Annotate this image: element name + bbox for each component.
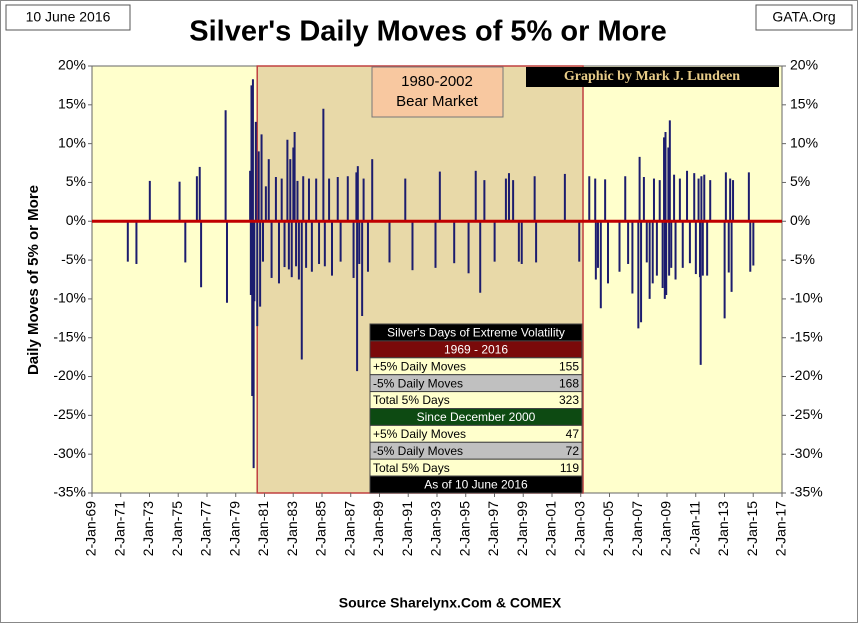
bear-market-box <box>371 66 504 118</box>
y2-tick-label: -30% <box>790 445 823 461</box>
table-row-label: -5% Daily Moves <box>373 444 463 458</box>
x-tick-label: 2-Jan-91 <box>399 501 415 556</box>
table-row-value: 168 <box>559 376 579 390</box>
table-heading: Since December 2000 <box>417 410 536 424</box>
y-tick-label: -10% <box>53 290 86 306</box>
y-tick-label: 15% <box>58 96 86 112</box>
table-row-label: +5% Daily Moves <box>373 427 466 441</box>
y2-tick-label: -15% <box>790 328 823 344</box>
y2-tick-label: 10% <box>790 134 818 150</box>
y-tick-label: -15% <box>53 328 86 344</box>
x-tick-label: 2-Jan-81 <box>255 501 271 556</box>
x-tick-label: 2-Jan-09 <box>658 501 674 556</box>
x-tick-label: 2-Jan-95 <box>456 501 472 556</box>
date-label: 10 June 2016 <box>26 9 111 25</box>
table-row-value: 323 <box>559 393 579 407</box>
x-tick-label: 2-Jan-07 <box>629 501 645 556</box>
y-tick-label: -30% <box>53 445 86 461</box>
x-tick-label: 2-Jan-75 <box>169 501 185 556</box>
credit: Graphic by Mark J. Lundeen <box>564 69 740 84</box>
x-tick-label: 2-Jan-99 <box>514 501 530 556</box>
y-tick-label: 5% <box>66 173 86 189</box>
x-tick-label: 2-Jan-79 <box>226 501 242 556</box>
x-tick-label: 2-Jan-93 <box>428 501 444 556</box>
y-tick-label: 20% <box>58 57 86 73</box>
site-box <box>755 4 853 31</box>
bear-market-label: Bear Market <box>396 93 479 110</box>
y2-tick-label: 5% <box>790 173 810 189</box>
y2-tick-label: -25% <box>790 406 823 422</box>
y-tick-label: 10% <box>58 134 86 150</box>
x-tick-label: 2-Jan-71 <box>111 501 127 556</box>
y-tick-label: 0% <box>66 212 86 228</box>
date-box <box>5 4 131 31</box>
y2-tick-label: -5% <box>790 251 815 267</box>
table-footer-bg <box>369 475 583 494</box>
table-row-value: 155 <box>559 359 579 373</box>
y2-tick-label: 15% <box>790 96 818 112</box>
y-tick-label: -35% <box>53 484 86 500</box>
x-tick-label: 2-Jan-15 <box>744 501 760 556</box>
table-row-label: -5% Daily Moves <box>373 376 463 390</box>
credit-box <box>526 67 779 87</box>
table-row-value: 119 <box>560 461 579 475</box>
site-label: GATA.Org <box>772 9 835 25</box>
y-tick-label: -5% <box>61 251 86 267</box>
source: Source Sharelynx.Com & COMEX <box>339 595 562 611</box>
y2-tick-label: -10% <box>790 290 823 306</box>
x-tick-label: 2-Jan-03 <box>571 501 587 556</box>
x-tick-label: 2-Jan-87 <box>341 501 357 556</box>
table-row-value: 72 <box>566 444 580 458</box>
table-footer: As of 10 June 2016 <box>424 478 528 492</box>
x-tick-label: 2-Jan-73 <box>140 501 156 556</box>
chart-title: Silver's Daily Moves of 5% or More <box>189 16 667 48</box>
y2-tick-label: 20% <box>790 57 818 73</box>
x-tick-label: 2-Jan-11 <box>686 501 702 555</box>
x-tick-label: 2-Jan-13 <box>715 501 731 556</box>
table-title: Silver's Days of Extreme Volatility <box>387 326 565 340</box>
table-row-label: +5% Daily Moves <box>373 359 466 373</box>
x-tick-label: 2-Jan-77 <box>198 501 214 556</box>
x-tick-label: 2-Jan-85 <box>313 501 329 556</box>
x-tick-label: 2-Jan-97 <box>485 501 501 556</box>
y2-tick-label: -20% <box>790 367 823 383</box>
y-axis-label: Daily Moves of 5% or More <box>25 185 42 375</box>
y2-tick-label: 0% <box>790 212 810 228</box>
x-tick-label: 2-Jan-05 <box>600 501 616 556</box>
y-tick-label: -20% <box>53 367 86 383</box>
x-tick-label: 2-Jan-01 <box>543 501 559 556</box>
table-heading: 1969 - 2016 <box>444 343 508 357</box>
bear-market-label: 1980-2002 <box>401 73 473 90</box>
x-tick-label: 2-Jan-89 <box>370 501 386 556</box>
table-row-label: Total 5% Days <box>373 461 450 475</box>
x-tick-label: 2-Jan-69 <box>83 501 99 556</box>
table-row-value: 47 <box>566 427 580 441</box>
y2-tick-label: -35% <box>790 484 823 500</box>
table-row-label: Total 5% Days <box>373 393 450 407</box>
x-tick-label: 2-Jan-83 <box>284 501 300 556</box>
y-tick-label: -25% <box>53 406 86 422</box>
x-tick-label: 2-Jan-17 <box>773 501 789 556</box>
